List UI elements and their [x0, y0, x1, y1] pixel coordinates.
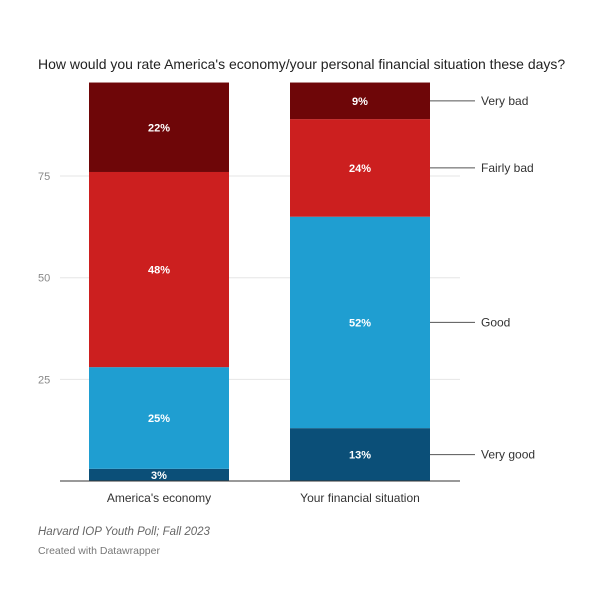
- x-tick-label: America's economy: [107, 491, 211, 505]
- data-label: 3%: [151, 470, 167, 482]
- x-tick-labels: America's economy Your financial situatio…: [107, 491, 420, 505]
- y-tick-label: 25: [38, 374, 50, 386]
- legend-label: Good: [481, 315, 510, 329]
- legend-label: Very bad: [481, 94, 528, 108]
- data-label: 24%: [349, 163, 371, 175]
- source-note: Harvard IOP Youth Poll; Fall 2023: [38, 526, 210, 538]
- bar-segment: [89, 82, 229, 172]
- value-labels: 3% 25% 48% 22% 13% 52% 24% 9%: [148, 96, 371, 482]
- bars: [89, 82, 430, 481]
- data-label: 52%: [349, 317, 371, 329]
- chart-title: How would you rate America's economy/you…: [38, 56, 566, 72]
- data-label: 48%: [148, 265, 170, 277]
- legend-label: Very good: [481, 448, 535, 462]
- data-label: 22%: [148, 122, 170, 134]
- bar-segment: [89, 171, 229, 368]
- credit-note: Created with Datawrapper: [38, 545, 160, 557]
- y-tick-label: 50: [38, 273, 50, 285]
- x-tick-label: Your financial situation: [300, 491, 420, 505]
- bar-segment: [290, 216, 430, 429]
- bar-segment: [89, 367, 229, 469]
- y-tick-label: 75: [38, 171, 50, 183]
- data-label: 9%: [352, 96, 368, 108]
- bar-segment: [290, 119, 430, 217]
- bar-segment: [290, 82, 430, 120]
- data-label: 13%: [349, 450, 371, 462]
- legend-label: Fairly bad: [481, 161, 534, 175]
- data-label: 25%: [148, 413, 170, 425]
- bar-segment: [290, 428, 430, 481]
- bar-segment: [89, 468, 229, 481]
- legend: Very good Good Fairly bad Very bad: [430, 94, 535, 462]
